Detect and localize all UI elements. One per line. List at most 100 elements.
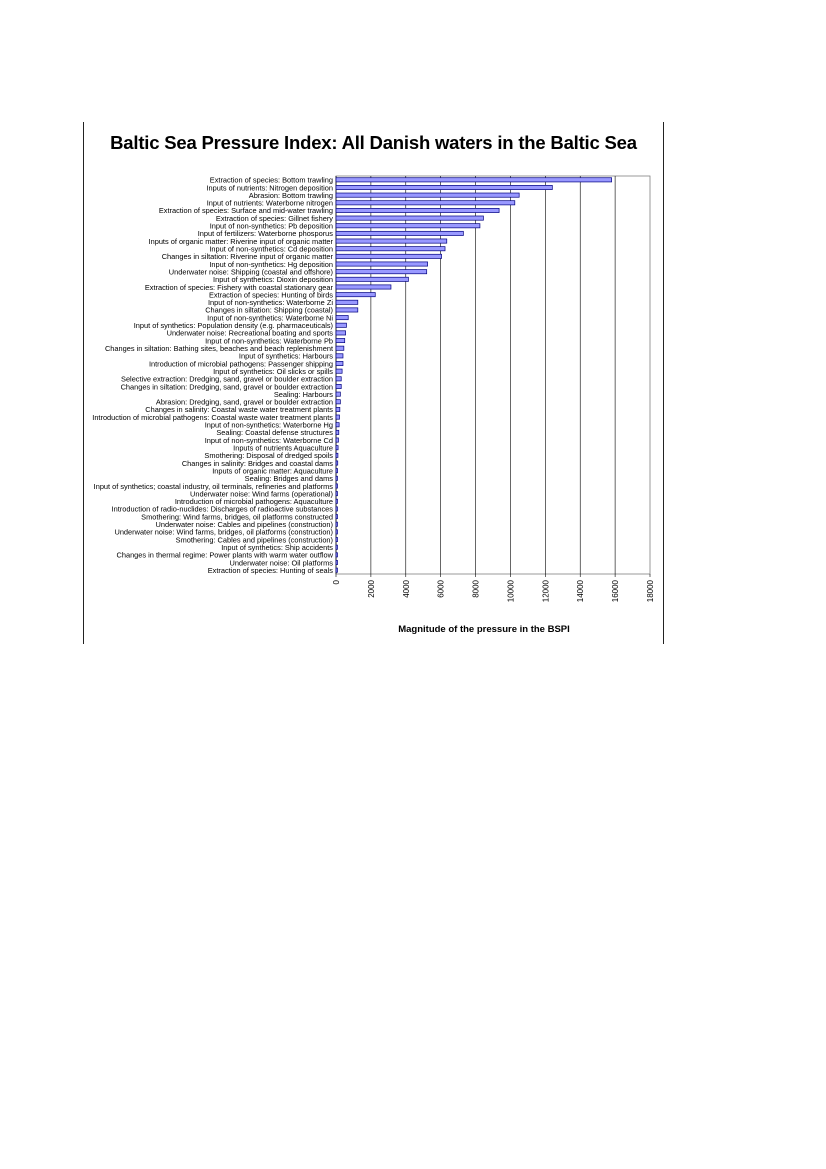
bar <box>335 445 339 451</box>
category-label: Sealing: Bridges and dams <box>245 474 334 483</box>
bar <box>335 223 481 229</box>
category-label: Inputs of organic matter: Aquaculture <box>212 466 333 475</box>
bar <box>335 261 428 267</box>
category-label: Underwater noise: Wind farms, bridges, o… <box>114 528 333 537</box>
category-label: Changes in thermal regime: Power plants … <box>117 551 334 560</box>
category-label: Underwater noise: Shipping (coastal and … <box>169 267 333 276</box>
category-label: Smothering: Wind farms, bridges, oil pla… <box>141 512 333 521</box>
category-label: Inputs of nutrients Aquaculture <box>233 444 333 453</box>
category-label: Input of synthetics: Population density … <box>134 321 333 330</box>
bar <box>335 315 349 321</box>
category-label: Changes in salinity: Coastal waste water… <box>145 405 333 414</box>
category-label: Underwater noise: Oil platforms <box>229 558 333 567</box>
category-label: Extraction of species: Fishery with coas… <box>145 283 334 292</box>
grid-lines <box>335 175 651 577</box>
x-tick-label: 4000 <box>402 579 411 597</box>
category-label: Underwater noise: Wind farms (operationa… <box>190 489 333 498</box>
category-label: Input of non-synthetics: Waterborne Hg <box>205 421 333 430</box>
category-label: Input of fertilizers: Waterborne phospor… <box>198 229 334 238</box>
bar <box>335 406 341 412</box>
bar <box>335 207 500 213</box>
bar <box>335 253 442 259</box>
category-label: Underwater noise: Cables and pipelines (… <box>156 520 333 529</box>
category-label: Input of non-synthetics: Waterborne Cd <box>205 436 333 445</box>
bar <box>335 560 338 565</box>
category-label: Sealing: Coastal defense structures <box>216 428 333 437</box>
category-label: Input of synthetics: Oil slicks or spill… <box>213 367 333 376</box>
bar <box>335 299 359 305</box>
category-label: Extraction of species: Gillnet fishery <box>216 214 333 223</box>
category-label: Introduction of microbial pathogens: Coa… <box>92 413 333 422</box>
bar <box>335 414 340 420</box>
category-label: Extraction of species: Hunting of birds <box>209 290 333 299</box>
bar <box>335 353 344 359</box>
bar <box>335 322 347 328</box>
bar <box>335 284 392 290</box>
chart-frame: Baltic Sea Pressure Index: All Danish wa… <box>83 122 664 644</box>
bar <box>335 483 338 489</box>
bar <box>335 376 342 382</box>
category-label: Inputs of nutrients: Nitrogen deposition <box>206 183 333 192</box>
category-label: Extraction of species: Surface and mid-w… <box>159 206 333 215</box>
bar <box>335 307 359 313</box>
category-label: Input of synthetics: Ship accidents <box>221 543 333 552</box>
bar <box>335 276 409 282</box>
bar <box>335 544 338 550</box>
x-tick-label: 16000 <box>611 579 620 602</box>
category-label: Extraction of species: Bottom trawling <box>210 176 333 185</box>
category-label: Abrasion: Bottom trawling <box>249 191 333 200</box>
category-label: Changes in siltation: Dredging, sand, gr… <box>121 382 333 391</box>
category-label: Extraction of species: Hunting of seals <box>208 566 334 575</box>
bar <box>335 230 464 236</box>
category-label: Changes in salinity: Bridges and coastal… <box>182 459 333 468</box>
bar <box>335 292 376 298</box>
bar <box>335 498 338 504</box>
category-label: Input of synthetics; coastal industry, o… <box>94 482 334 491</box>
x-tick-label: 12000 <box>541 579 550 602</box>
bar-chart: Extraction of species: Bottom trawlingIn… <box>92 175 655 602</box>
bar <box>335 521 338 527</box>
bar <box>335 475 338 481</box>
category-label: Sealing: Harbours <box>274 390 333 399</box>
bar <box>335 468 338 474</box>
category-label: Input of non-synthetics: Waterborne Ni <box>207 313 333 322</box>
bar <box>335 269 428 275</box>
x-tick-label: 18000 <box>646 579 655 602</box>
category-label: Selective extraction: Dredging, sand, gr… <box>121 375 333 384</box>
category-label: Input of synthetics: Dioxin deposition <box>213 275 333 284</box>
bar <box>335 529 338 535</box>
category-labels: Extraction of species: Bottom trawlingIn… <box>92 176 333 575</box>
bar <box>335 361 344 366</box>
category-label: Changes in siltation: Riverine input of … <box>162 252 334 261</box>
bar <box>335 192 520 198</box>
bar <box>335 185 553 190</box>
x-tick-label: 6000 <box>437 579 446 597</box>
bar <box>335 246 446 252</box>
bar <box>335 177 612 183</box>
bar <box>335 460 339 466</box>
category-label: Abrasion: Dredging, sand, gravel or boul… <box>156 398 333 407</box>
bar <box>335 399 341 405</box>
category-label: Input of synthetics: Harbours <box>239 352 333 361</box>
x-tick-labels: 0 2000 4000 6000 8000 10000 12000 14000 16000 180… <box>332 579 655 602</box>
bar <box>335 200 516 206</box>
bar <box>335 384 342 389</box>
bar <box>335 514 338 520</box>
x-tick-label: 10000 <box>506 579 515 602</box>
x-tick-label: 0 <box>332 579 341 584</box>
category-label: Smothering: Cables and pipelines (constr… <box>176 535 333 544</box>
x-tick-label: 8000 <box>472 579 481 597</box>
category-label: Introduction of microbial pathogens: Pas… <box>149 359 333 368</box>
category-label: Input of non-synthetics: Hg deposition <box>209 260 333 269</box>
bars <box>335 177 612 573</box>
category-label: Input of non-synthetics: Pb deposition <box>210 222 333 231</box>
bar <box>335 537 338 543</box>
bar <box>335 567 338 573</box>
bar <box>335 452 339 458</box>
category-label: Input of non-synthetics: Cd deposition <box>209 245 333 254</box>
bar <box>335 552 338 558</box>
bar <box>335 437 339 443</box>
bar <box>335 238 448 244</box>
category-label: Input of non-synthetics: Waterborne Pb <box>205 336 333 345</box>
bar <box>335 391 341 397</box>
